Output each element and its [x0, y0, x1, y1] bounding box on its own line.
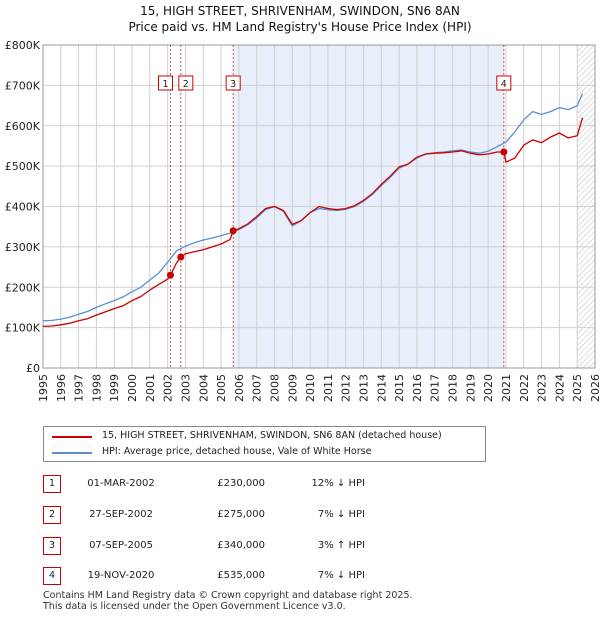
y-tick-label: £100K	[5, 322, 41, 335]
sale-marker-label: 3	[230, 79, 236, 90]
x-tick-label: 2016	[411, 374, 424, 402]
table-row: 2 27-SEP-2002 £275,000 7% ↓ HPI	[43, 506, 443, 524]
x-tick-label: 1999	[108, 374, 121, 402]
transaction-badge: 3	[43, 537, 61, 555]
chart-title: 15, HIGH STREET, SHRIVENHAM, SWINDON, SN…	[140, 4, 460, 18]
x-tick-label: 2024	[553, 374, 566, 402]
x-tick-label: 1997	[73, 374, 86, 402]
footer-licence: This data is licensed under the Open Gov…	[43, 601, 346, 612]
x-tick-label: 2005	[215, 374, 228, 402]
transaction-badge: 1	[43, 475, 61, 493]
x-tick-label: 2008	[268, 374, 281, 402]
y-tick-label: £300K	[5, 241, 41, 254]
x-tick-label: 1996	[55, 374, 68, 402]
x-tick-label: 2007	[251, 374, 264, 402]
legend: 15, HIGH STREET, SHRIVENHAM, SWINDON, SN…	[43, 426, 486, 462]
y-tick-label: £200K	[5, 281, 41, 294]
x-tick-label: 2017	[429, 374, 442, 402]
x-tick-label: 2019	[464, 374, 477, 402]
table-row: 3 07-SEP-2005 £340,000 3% ↑ HPI	[43, 537, 443, 555]
x-tick-label: 1998	[90, 374, 103, 402]
transaction-badge: 2	[43, 506, 61, 524]
x-tick-label: 2003	[179, 374, 192, 402]
legend-label-property: 15, HIGH STREET, SHRIVENHAM, SWINDON, SN…	[102, 430, 442, 441]
y-tick-label: £700K	[5, 79, 41, 92]
transaction-date: 19-NOV-2020	[87, 570, 155, 581]
x-tick-label: 2006	[233, 374, 246, 402]
y-tick-label: £500K	[5, 160, 41, 173]
transaction-price: £230,000	[217, 478, 265, 489]
transaction-badge: 4	[43, 567, 61, 585]
hpi-line	[42, 93, 584, 322]
sale-point	[166, 271, 174, 279]
sale-point	[229, 227, 237, 235]
x-tick-label: 2018	[447, 374, 460, 402]
sale-marker-label: 4	[501, 79, 507, 90]
transaction-hpi-diff: 7% ↓ HPI	[317, 570, 365, 581]
x-tick-label: 2011	[322, 374, 335, 402]
sale-marker-box	[157, 75, 173, 91]
sale-point	[500, 148, 508, 156]
transaction-hpi-diff: 3% ↑ HPI	[317, 540, 365, 551]
transaction-date: 07-SEP-2005	[89, 540, 153, 551]
x-tick-label: 2022	[518, 374, 531, 402]
legend-label-hpi: HPI: Average price, detached house, Vale…	[102, 446, 372, 457]
x-tick-label: 2010	[304, 374, 317, 402]
transaction-price: £535,000	[217, 570, 265, 581]
y-tick-label: £600K	[5, 120, 41, 133]
x-tick-label: 2001	[144, 374, 157, 402]
table-row: 1 01-MAR-2002 £230,000 12% ↓ HPI	[43, 475, 443, 493]
legend-swatch-hpi	[52, 452, 92, 454]
x-tick-label: 2014	[375, 374, 388, 402]
x-tick-label: 2020	[482, 374, 495, 402]
x-tick-label: 2000	[126, 374, 139, 402]
x-tick-label: 2002	[162, 374, 175, 402]
legend-swatch-property	[52, 436, 92, 438]
y-tick-label: £400K	[5, 201, 41, 214]
x-tick-label: 2025	[571, 374, 584, 402]
transaction-hpi-diff: 7% ↓ HPI	[317, 509, 365, 520]
x-tick-label: 1995	[37, 374, 50, 402]
x-tick-label: 2012	[340, 374, 353, 402]
transaction-price: £275,000	[217, 509, 265, 520]
chart-subtitle: Price paid vs. HM Land Registry's House …	[128, 20, 472, 34]
y-tick-label: £0	[26, 362, 40, 375]
x-tick-label: 2023	[536, 374, 549, 402]
table-row: 4 19-NOV-2020 £535,000 7% ↓ HPI	[43, 567, 443, 585]
x-tick-label: 2013	[358, 374, 371, 402]
sale-point	[177, 253, 185, 261]
transaction-date: 01-MAR-2002	[87, 478, 155, 489]
property-price-line	[42, 117, 584, 328]
plot-border	[42, 44, 596, 369]
price-chart: £0 £100K £200K £300K £400K £500K £600K £700K £80…	[5, 39, 600, 402]
sale-marker-label: 2	[183, 79, 189, 90]
footer-copyright: Contains HM Land Registry data © Crown c…	[43, 590, 413, 601]
sale-marker-box	[496, 75, 512, 91]
x-tick-label: 2004	[197, 374, 210, 402]
x-tick-label: 2021	[500, 374, 513, 402]
sale-marker-label: 1	[162, 79, 168, 90]
transaction-hpi-diff: 12% ↓ HPI	[311, 478, 365, 489]
sale-marker-box	[178, 75, 194, 91]
x-tick-label: 2026	[589, 374, 600, 402]
transaction-date: 27-SEP-2002	[89, 509, 153, 520]
y-tick-label: £800K	[5, 39, 41, 52]
x-tick-label: 2009	[286, 374, 299, 402]
sale-marker-box	[225, 75, 241, 91]
x-tick-label: 2015	[393, 374, 406, 402]
transaction-price: £340,000	[217, 540, 265, 551]
